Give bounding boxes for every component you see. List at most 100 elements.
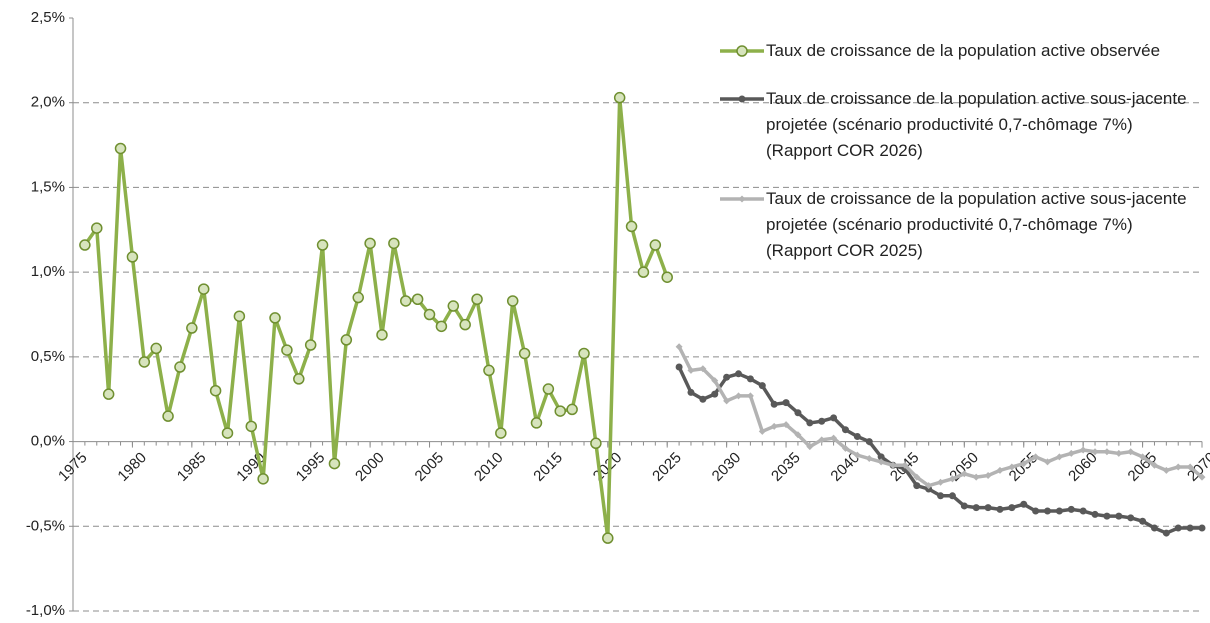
point [245, 420, 258, 433]
point [1115, 449, 1123, 457]
point [1174, 463, 1182, 471]
point [1079, 446, 1087, 454]
point [948, 492, 956, 500]
point [746, 392, 754, 400]
legend-entry: Taux de croissance de la population acti… [718, 186, 1198, 264]
y-tick-label: 1,0% [31, 263, 65, 280]
point [996, 466, 1004, 474]
point [637, 266, 650, 278]
point [1020, 500, 1028, 508]
x-tick-label: 2035 [768, 449, 804, 485]
point [865, 438, 873, 446]
point [806, 443, 814, 451]
point [566, 403, 578, 416]
point [506, 295, 519, 307]
point [1139, 453, 1147, 461]
point [1044, 458, 1052, 466]
point [1055, 453, 1063, 461]
legend-label: Taux de croissance de la population acti… [766, 41, 1161, 60]
point [746, 375, 754, 383]
point [352, 291, 364, 304]
point [459, 318, 471, 331]
point [758, 427, 766, 435]
point [1198, 473, 1206, 481]
point [889, 461, 897, 469]
point [841, 444, 849, 452]
point [388, 237, 400, 250]
point [1150, 461, 1158, 469]
point [471, 293, 483, 306]
point [1008, 504, 1016, 512]
point [972, 473, 980, 481]
point [687, 388, 695, 396]
point [1032, 507, 1040, 515]
point [738, 95, 746, 103]
point [150, 342, 162, 355]
point [376, 329, 388, 341]
point [984, 471, 992, 479]
point [304, 339, 317, 351]
point [1162, 529, 1170, 537]
x-tick-label: 2020 [590, 449, 626, 485]
y-tick-label: 2,5% [31, 9, 65, 26]
point [877, 458, 885, 466]
point [675, 343, 683, 351]
point [613, 91, 626, 104]
point [984, 504, 992, 512]
x-tick-label: 2025 [649, 449, 685, 485]
point [221, 427, 234, 439]
point [901, 461, 909, 469]
point [937, 478, 945, 486]
point [913, 482, 921, 490]
point [1103, 448, 1111, 456]
point [937, 492, 945, 500]
point [782, 421, 790, 429]
point [1115, 512, 1123, 520]
y-tick-label: 2,0% [31, 94, 65, 111]
point [483, 364, 495, 377]
point [186, 322, 198, 334]
point [91, 222, 103, 234]
point [1020, 460, 1028, 468]
point [1186, 524, 1194, 532]
point [877, 453, 885, 461]
legend-swatch [720, 45, 764, 57]
point [948, 475, 956, 483]
point [1127, 514, 1135, 522]
y-tick-label: 0,0% [31, 433, 65, 450]
point [79, 239, 91, 251]
point [723, 373, 731, 381]
point [1139, 517, 1147, 525]
series-line [677, 345, 1204, 488]
point [841, 426, 849, 434]
point [102, 388, 115, 400]
series-line [677, 366, 1202, 535]
x-tick-label: 2030 [709, 449, 745, 485]
x-tick-label: 2005 [412, 449, 448, 485]
point [1067, 449, 1075, 457]
point [770, 422, 778, 430]
point [723, 397, 731, 405]
point [328, 457, 341, 470]
point [675, 363, 683, 371]
point [1174, 524, 1182, 532]
point [1008, 463, 1016, 471]
legend-label: Taux de croissance de la population acti… [766, 89, 1187, 160]
point [209, 384, 222, 397]
point [649, 239, 662, 251]
point [197, 283, 210, 295]
point [699, 365, 707, 373]
point [738, 195, 746, 203]
point [711, 377, 719, 385]
point [542, 383, 555, 395]
point [1067, 505, 1075, 513]
legend-entry: Taux de croissance de la population acti… [718, 38, 1198, 64]
point [1091, 510, 1099, 518]
legend-swatch [720, 95, 764, 103]
point [411, 293, 424, 306]
x-tick-label: 2010 [471, 449, 507, 485]
point [316, 239, 329, 251]
x-tick-label: 1995 [293, 449, 329, 485]
point [269, 312, 281, 324]
point [853, 432, 861, 440]
